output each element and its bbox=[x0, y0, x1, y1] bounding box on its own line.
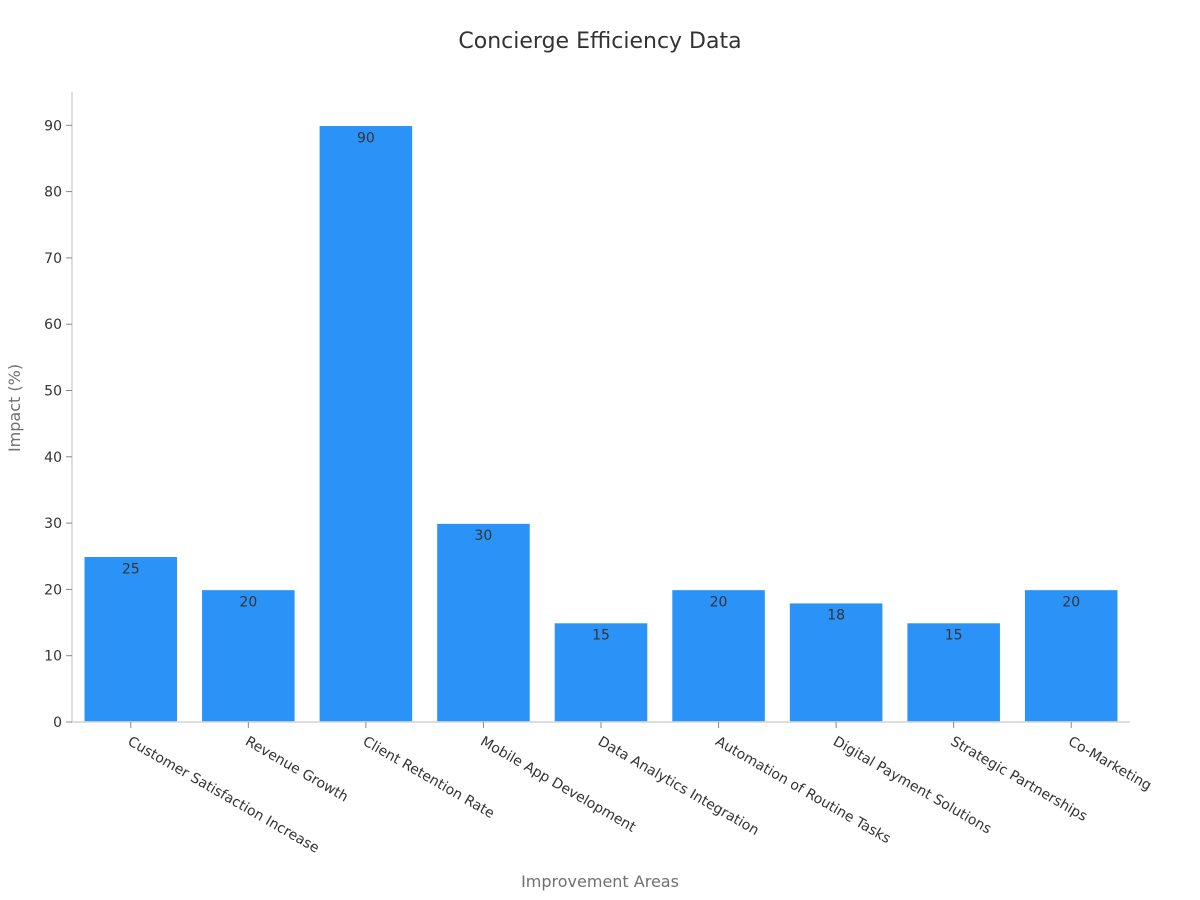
chart-title: Concierge Efficiency Data bbox=[458, 29, 741, 54]
bar bbox=[1023, 588, 1119, 723]
bar-value-label: 25 bbox=[122, 561, 140, 577]
y-tick-label: 20 bbox=[44, 582, 62, 598]
y-tick-label: 70 bbox=[44, 251, 62, 267]
bar-series: 25 20 90 30 15 20 18 15 20 bbox=[83, 124, 1119, 723]
y-tick-label: 0 bbox=[53, 715, 62, 731]
bar-value-label: 20 bbox=[239, 594, 257, 610]
y-axis-title: Impact (%) bbox=[5, 364, 24, 452]
y-tick-label: 50 bbox=[44, 384, 62, 400]
bar bbox=[83, 555, 179, 723]
bar bbox=[435, 522, 532, 723]
bar-value-label: 15 bbox=[592, 628, 610, 644]
bar bbox=[905, 621, 1002, 723]
bar bbox=[200, 588, 297, 723]
y-tick-label: 80 bbox=[44, 185, 62, 201]
x-category-label: Customer Satisfaction Increase bbox=[125, 734, 322, 857]
bar-value-label: 20 bbox=[710, 594, 728, 610]
bar bbox=[318, 124, 414, 723]
bar-value-label: 20 bbox=[1062, 594, 1080, 610]
bar-value-label: 90 bbox=[357, 130, 375, 146]
y-tick-label: 90 bbox=[44, 118, 62, 134]
y-tick-label: 40 bbox=[44, 450, 62, 466]
y-axis: 0 10 20 30 40 50 60 70 80 90 bbox=[44, 92, 73, 731]
y-tick-label: 10 bbox=[44, 649, 62, 665]
bar-value-label: 18 bbox=[827, 608, 845, 624]
bar bbox=[788, 601, 884, 723]
x-category-label: Co-Marketing bbox=[1065, 734, 1154, 795]
x-axis-title: Improvement Areas bbox=[521, 872, 679, 891]
bar bbox=[553, 621, 649, 723]
bar bbox=[670, 588, 767, 723]
x-category-label: Revenue Growth bbox=[242, 734, 351, 806]
y-tick-label: 30 bbox=[44, 516, 62, 532]
x-category-label: Client Retention Rate bbox=[360, 734, 497, 822]
bar-value-label: 15 bbox=[945, 628, 963, 644]
bar-value-label: 30 bbox=[475, 528, 493, 544]
y-tick-label: 60 bbox=[44, 317, 62, 333]
